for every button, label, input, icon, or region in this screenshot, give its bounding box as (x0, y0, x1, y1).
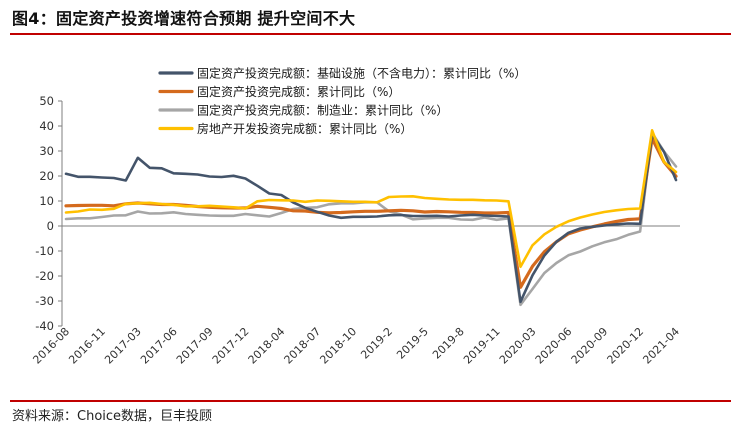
y-tick-label: -20 (35, 269, 54, 283)
legend-label-2: 固定资产投资完成额：制造业：累计同比（%） (197, 103, 448, 118)
legend-label-3: 房地产开发投资完成额：累计同比（%） (197, 121, 412, 136)
y-tick-label: 20 (39, 169, 54, 183)
x-tick-label: 2018-10 (317, 325, 359, 367)
legend-label-1: 固定资产投资完成额：累计同比（%） (197, 84, 400, 99)
x-tick-label: 2020-06 (533, 325, 575, 367)
y-tick-label: 30 (39, 144, 54, 158)
y-tick-label: 10 (39, 194, 54, 208)
x-tick-label: 2019-2 (358, 325, 395, 362)
x-tick-label: 2020-09 (569, 325, 611, 367)
series-line-3 (64, 129, 678, 269)
x-tick-label: 2018-07 (282, 325, 324, 367)
y-tick-label: -30 (35, 294, 54, 308)
x-tick-label: 2017-03 (102, 325, 144, 367)
x-tick-label: 2021-04 (640, 325, 682, 367)
x-tick-label: 2016-11 (66, 325, 108, 367)
x-tick-label: 2018-04 (246, 325, 288, 367)
y-tick-label: -10 (35, 244, 54, 258)
y-tick-label: -40 (35, 319, 54, 333)
y-tick-label: 0 (47, 219, 54, 233)
legend-label-0: 固定资产投资完成额：基础设施（不含电力）：累计同比（%） (197, 66, 526, 81)
source-divider (10, 400, 731, 402)
y-tick-label: 40 (39, 119, 54, 133)
source-note: 资料来源：Choice数据，巨丰投顾 (12, 409, 213, 424)
x-tick-label: 2019-11 (461, 325, 503, 367)
x-tick-label: 2019-5 (394, 325, 431, 362)
series-line-0 (64, 133, 678, 304)
x-tick-label: 2017-12 (210, 325, 252, 367)
series-line-2 (64, 131, 678, 307)
x-tick-label: 2017-09 (174, 325, 216, 367)
chart-title: 图4：固定资产投资增速符合预期 提升空间不大 (12, 9, 356, 28)
y-tick-label: 50 (39, 94, 54, 108)
x-tick-label: 2017-06 (138, 325, 180, 367)
title-divider (10, 33, 731, 35)
x-tick-label: 2020-12 (605, 325, 647, 367)
x-tick-label: 2020-03 (497, 325, 539, 367)
